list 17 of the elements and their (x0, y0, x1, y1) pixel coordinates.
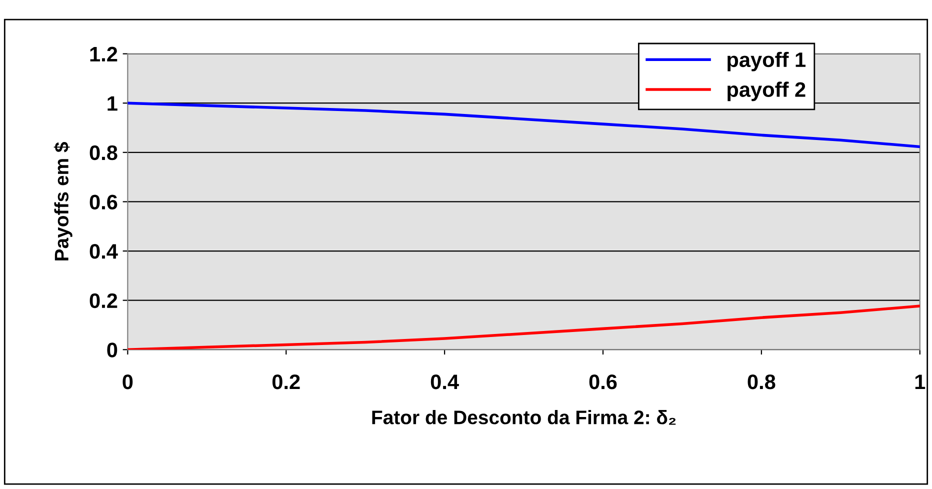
y-tick-label: 0.6 (90, 194, 118, 210)
legend-label: payoff 1 (728, 52, 806, 72)
y-tick-label: 1 (108, 96, 118, 111)
legend-label: payoff 2 (728, 82, 806, 102)
x-tick-label: 1 (915, 374, 926, 390)
x-tick-label: 0 (122, 374, 133, 390)
y-tick-label: 0.2 (90, 293, 118, 308)
x-tick-label: 0.8 (748, 374, 776, 390)
y-tick-label: 0 (107, 342, 118, 358)
y-axis-title: Payoffs em $ (54, 142, 72, 260)
x-tick-label: 0.2 (272, 374, 300, 390)
x-axis-title: Fator de Desconto da Firma 2: δ₂ (372, 410, 676, 425)
y-tick-label: 0.4 (90, 244, 118, 259)
x-tick-label: 0.6 (589, 374, 617, 390)
x-tick-label: 0.4 (430, 374, 459, 390)
y-tick-label: 1.2 (90, 46, 118, 62)
y-tick-label: 0.8 (90, 145, 118, 160)
